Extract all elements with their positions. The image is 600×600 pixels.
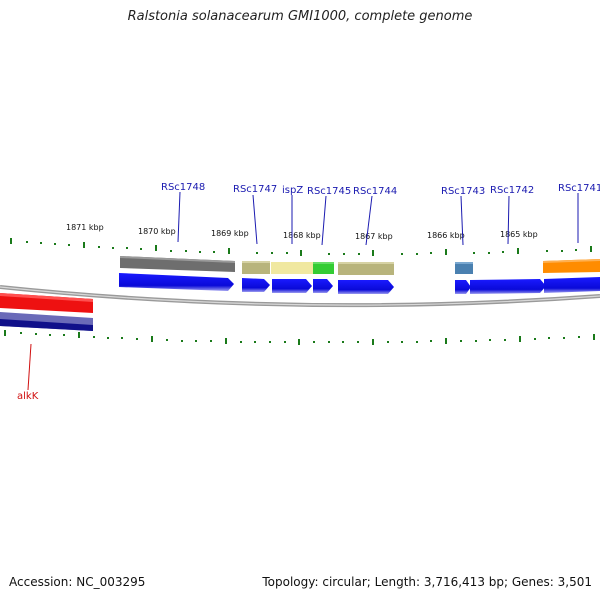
cds-arrow-RSc1743[interactable] bbox=[455, 280, 471, 294]
cog-block-RSc1745[interactable] bbox=[313, 262, 334, 274]
scale-label-1871: 1871 kbp bbox=[66, 223, 104, 232]
cds-arrow-ispZ[interactable] bbox=[272, 279, 312, 293]
cog-block-RSc1743[interactable] bbox=[455, 262, 473, 274]
scale-label-1869: 1869 kbp bbox=[211, 229, 249, 238]
cds-row bbox=[119, 273, 600, 294]
alkK-leader bbox=[27, 343, 32, 391]
gene-label-RSc1743[interactable]: RSc1743 bbox=[441, 186, 485, 197]
cog-block-ispZ[interactable] bbox=[271, 262, 313, 274]
scale-label-1870: 1870 kbp bbox=[138, 227, 176, 236]
scale-label-1866: 1866 kbp bbox=[427, 231, 465, 240]
inner-tick-row bbox=[4, 330, 595, 345]
cog-block-RSc1744[interactable] bbox=[338, 262, 394, 275]
cds-arrow-RSc1745[interactable] bbox=[313, 279, 333, 293]
cds-arrow-RSc1744[interactable] bbox=[338, 280, 394, 294]
gene-label-RSc1742[interactable]: RSc1742 bbox=[490, 185, 534, 196]
gene-label-leaders bbox=[177, 191, 579, 246]
gene-label-RSc1748[interactable]: RSc1748 bbox=[161, 182, 205, 193]
outer-tick-row bbox=[10, 238, 592, 256]
map-title: Ralstonia solanacearum GMI1000, complete… bbox=[127, 9, 473, 24]
scale-label-1867: 1867 kbp bbox=[355, 232, 393, 241]
gene-label-RSc1747[interactable]: RSc1747 bbox=[233, 184, 277, 195]
gene-label-RSc1744[interactable]: RSc1744 bbox=[353, 186, 397, 197]
scale-label-1868: 1868 kbp bbox=[283, 231, 321, 240]
cds-arrow-RSc1748[interactable] bbox=[119, 273, 234, 291]
gene-label-ispZ[interactable]: ispZ bbox=[282, 185, 303, 196]
reverse-strand-features bbox=[0, 293, 93, 331]
scale-label-1865: 1865 kbp bbox=[500, 230, 538, 239]
gene-label-RSc1745[interactable]: RSc1745 bbox=[307, 186, 351, 197]
gene-label-RSc1741[interactable]: RSc1741 bbox=[558, 183, 600, 194]
cds-arrow-RSc1742[interactable] bbox=[470, 279, 546, 294]
cds-arrow-RSc1747[interactable] bbox=[242, 278, 270, 292]
cog-block-RSc1747[interactable] bbox=[242, 261, 270, 274]
gene-label-alkK[interactable]: alkK bbox=[17, 391, 39, 402]
cog-row bbox=[120, 256, 600, 275]
cds-arrow-RSc1741[interactable] bbox=[544, 277, 600, 293]
topology-text: Topology: circular; Length: 3,716,413 bp… bbox=[262, 575, 592, 589]
accession-text: Accession: NC_003295 bbox=[9, 575, 146, 589]
